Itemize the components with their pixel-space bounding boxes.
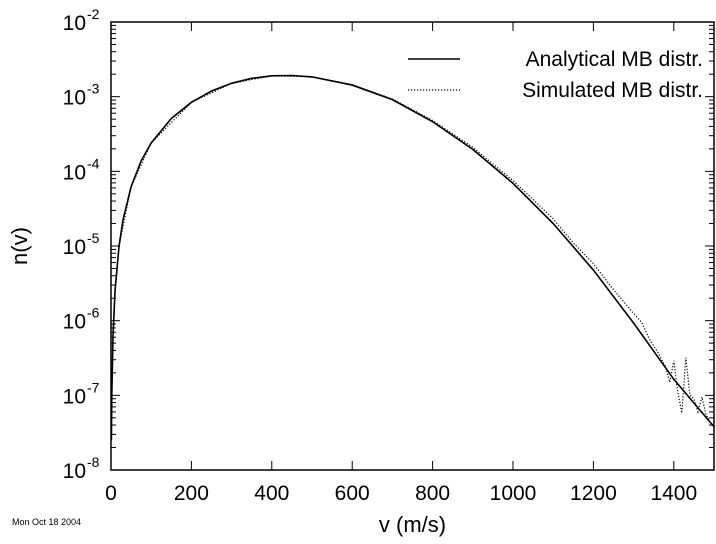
x-tick-label: 1000 xyxy=(490,482,537,505)
x-tick-label: 200 xyxy=(174,482,209,505)
y-tick-label: 10 xyxy=(63,236,86,259)
ticks-layer xyxy=(110,21,714,471)
series-layer xyxy=(110,74,715,441)
legend-label-2: Simulated MB distr. xyxy=(522,79,703,102)
y-tick-label: 10 xyxy=(63,460,86,483)
y-tick-exponent: -7 xyxy=(87,379,100,395)
y-tick-exponent: -6 xyxy=(87,305,100,321)
y-tick-exponent: -3 xyxy=(87,81,100,97)
x-tick-label: 800 xyxy=(415,482,450,505)
x-tick-label: 600 xyxy=(335,482,370,505)
series-line-2 xyxy=(112,75,711,422)
series-line-1 xyxy=(110,74,715,441)
y-tick-exponent: -8 xyxy=(87,454,100,470)
x-tick-label: 1200 xyxy=(570,482,617,505)
y-tick-label: 10 xyxy=(63,12,86,35)
x-tick-label: 0 xyxy=(105,482,117,505)
y-axis-label: n(v) xyxy=(7,227,32,265)
y-tick-label: 10 xyxy=(63,161,86,184)
x-axis-label: v (m/s) xyxy=(379,512,446,537)
date-stamp: Mon Oct 18 2004 xyxy=(12,517,82,527)
y-tick-exponent: -4 xyxy=(87,155,100,171)
legend-label-1: Analytical MB distr. xyxy=(526,48,703,71)
y-tick-label: 10 xyxy=(63,87,86,110)
x-tick-label: 400 xyxy=(254,482,289,505)
legend: Analytical MB distr. Simulated MB distr. xyxy=(408,48,703,102)
y-tick-exponent: -5 xyxy=(87,230,100,246)
y-tick-label: 10 xyxy=(63,385,86,408)
y-tick-label: 10 xyxy=(63,311,86,334)
y-tick-exponent: -2 xyxy=(87,6,100,22)
x-tick-label: 1400 xyxy=(650,482,697,505)
